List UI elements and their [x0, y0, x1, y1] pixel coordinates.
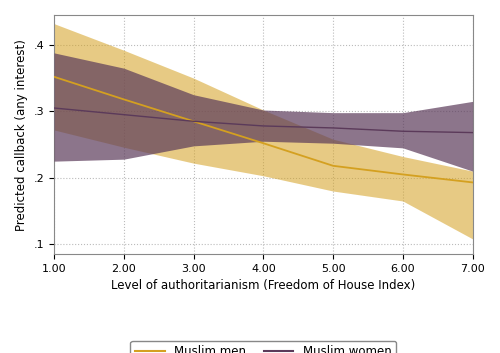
Y-axis label: Predicted callback (any interest): Predicted callback (any interest) [15, 38, 28, 231]
Legend: Muslim men, Muslim women: Muslim men, Muslim women [130, 341, 396, 353]
X-axis label: Level of authoritarianism (Freedom of House Index): Level of authoritarianism (Freedom of Ho… [111, 280, 416, 292]
